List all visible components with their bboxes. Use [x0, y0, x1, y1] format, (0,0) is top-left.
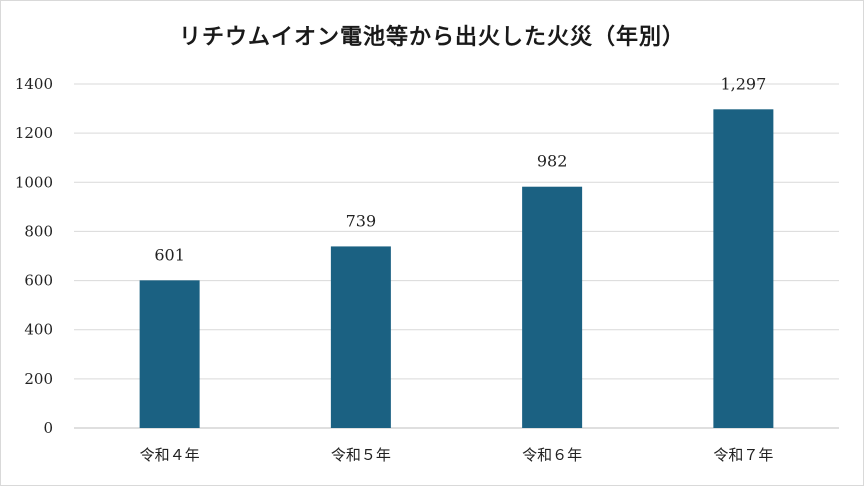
- x-tick-label: 令和７年: [713, 446, 773, 464]
- x-tick-label: 令和６年: [522, 446, 582, 464]
- x-tick-label: 令和４年: [140, 446, 200, 464]
- data-label: 739: [346, 211, 377, 230]
- y-tick-label: 1200: [15, 124, 53, 142]
- data-label: 601: [154, 245, 185, 264]
- bar: [713, 109, 774, 429]
- data-label: 1,297: [720, 74, 766, 93]
- y-tick-label: 1000: [15, 173, 53, 191]
- y-tick-label: 600: [24, 272, 53, 290]
- y-tick-label: 200: [24, 370, 53, 388]
- x-tick-label: 令和５年: [331, 446, 391, 464]
- y-tick-label: 400: [24, 321, 53, 339]
- bar: [522, 186, 583, 428]
- y-tick-label: 800: [24, 222, 53, 240]
- chart-title: リチウムイオン電池等から出火した火災（年別）: [178, 25, 685, 50]
- y-tick-label: 0: [43, 419, 53, 437]
- data-label: 982: [537, 152, 568, 171]
- y-tick-label: 1400: [15, 75, 53, 93]
- bar: [139, 280, 200, 428]
- bar: [330, 246, 391, 428]
